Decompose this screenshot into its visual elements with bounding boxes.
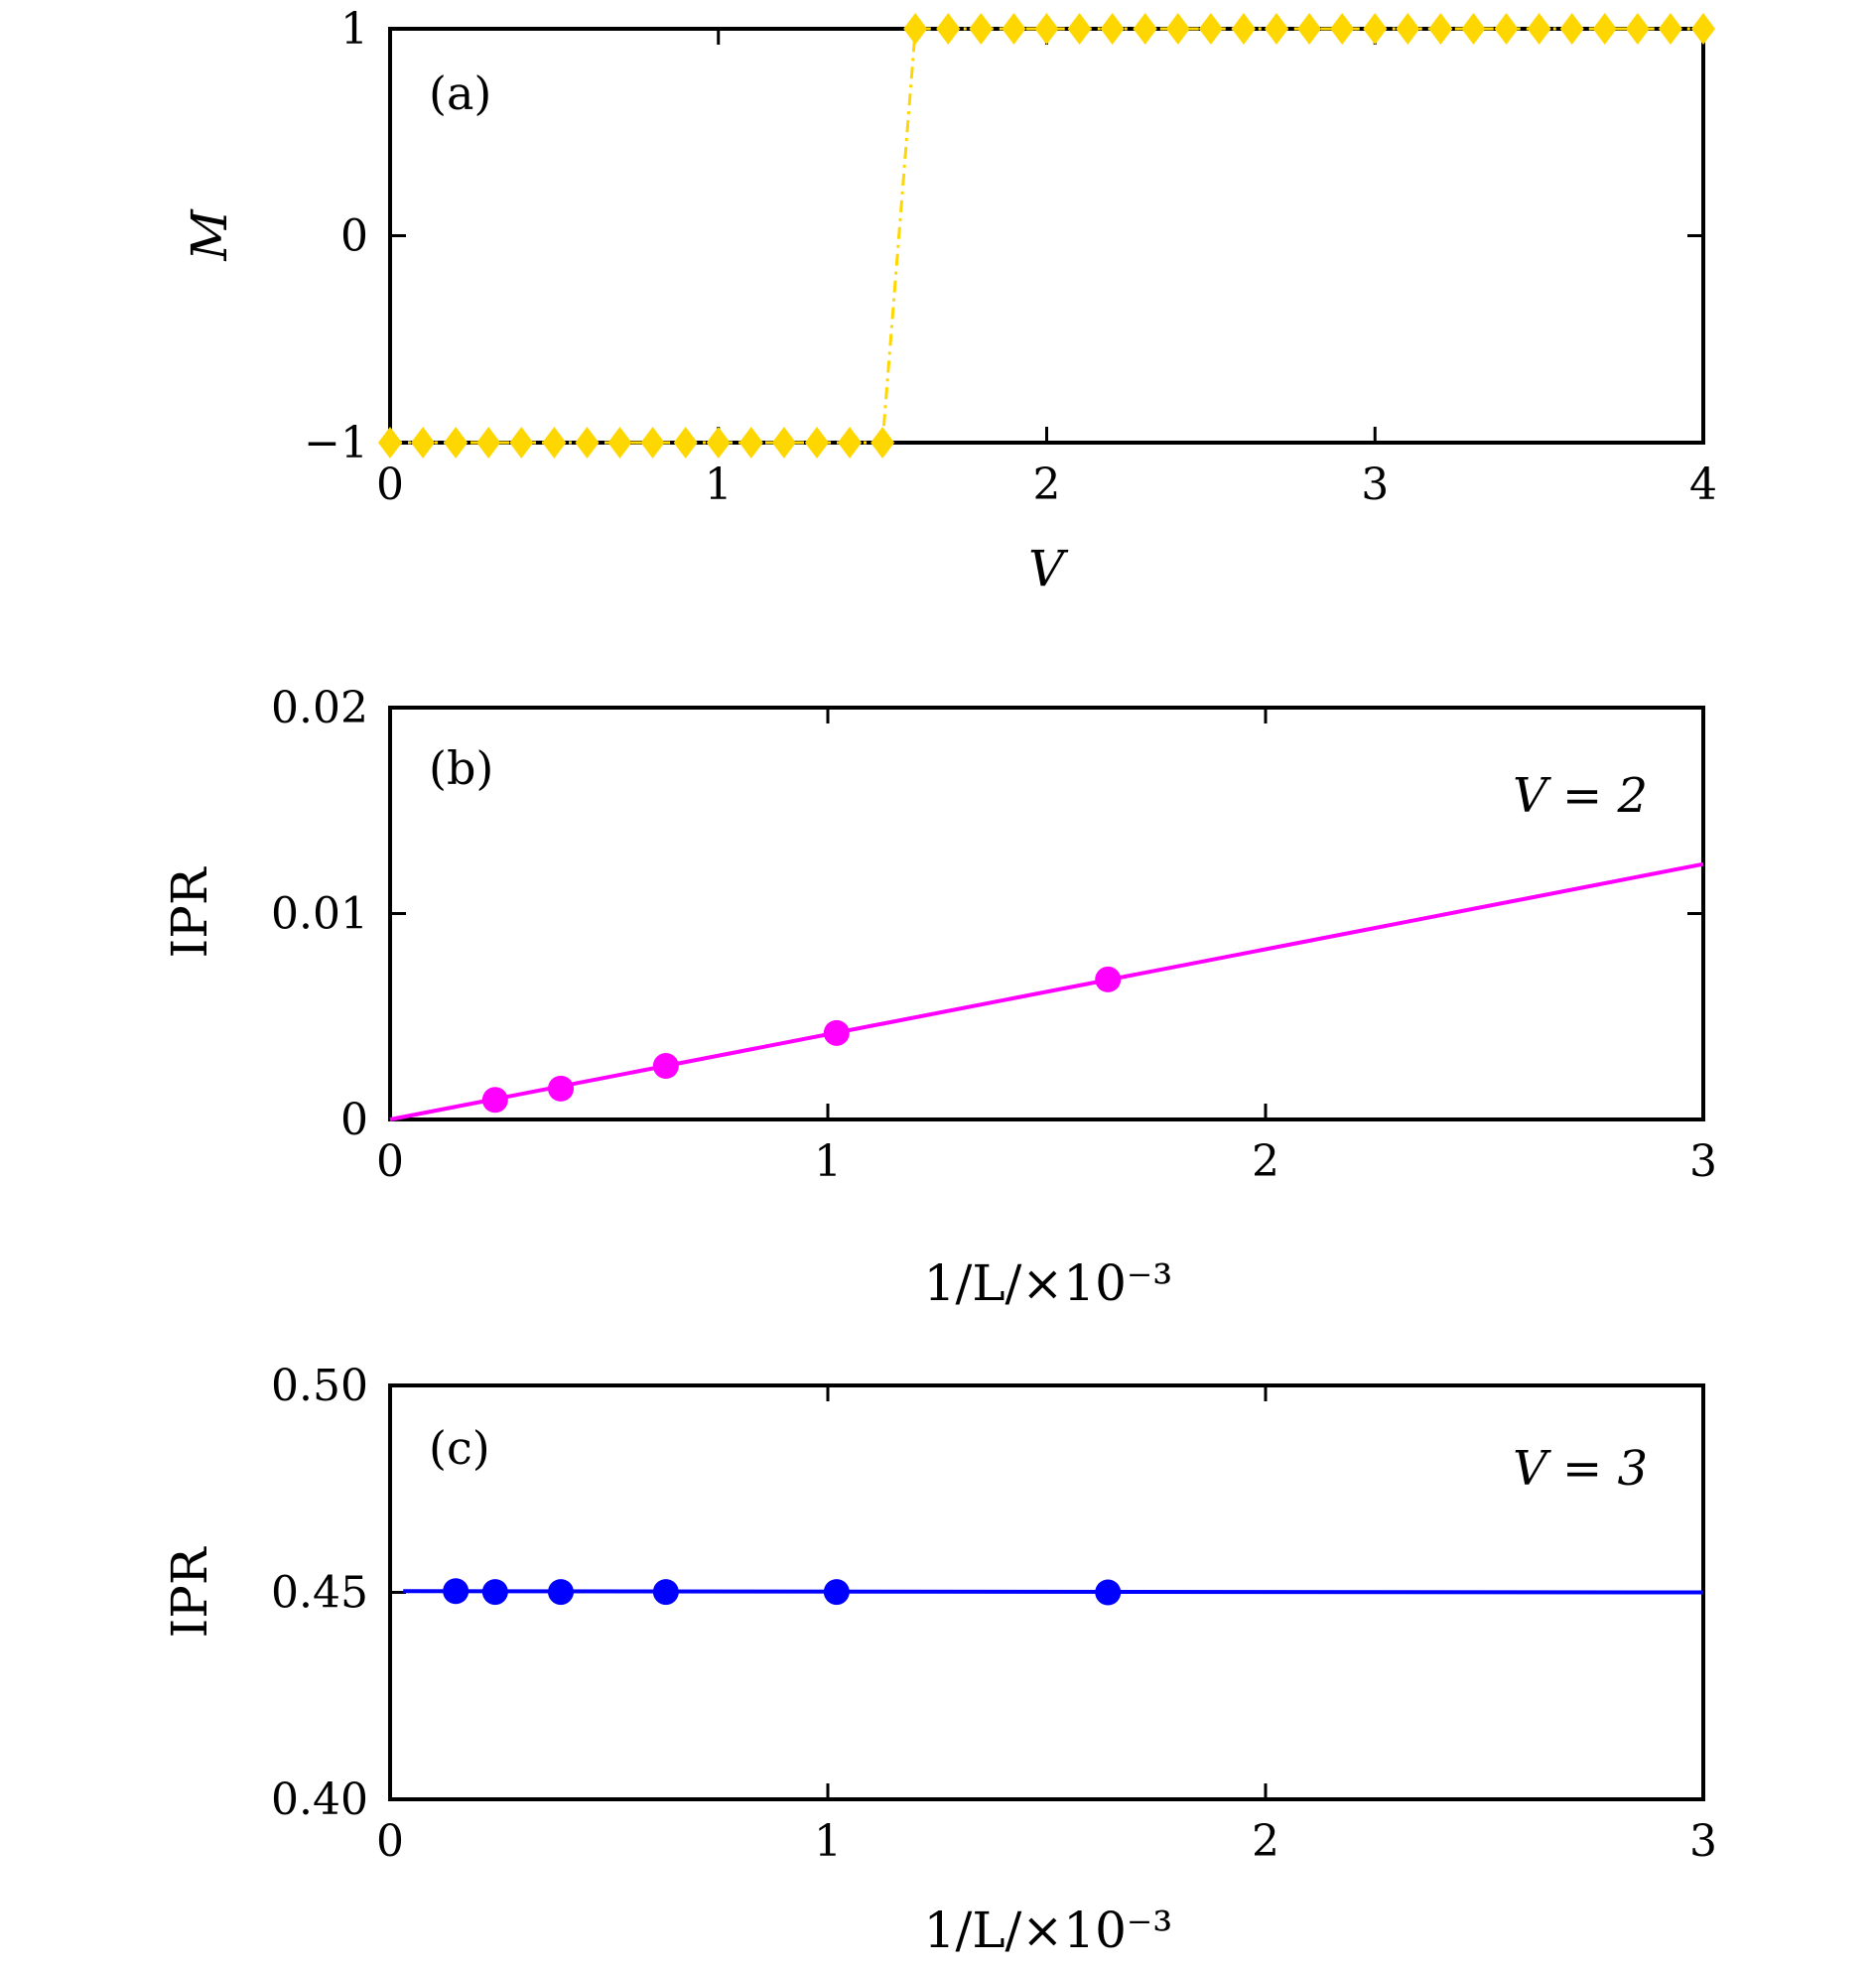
fit-line [403, 1589, 1704, 1595]
x-tick-label: 3 [1689, 1816, 1717, 1867]
data-point [1625, 13, 1650, 45]
x-tick-label: 0 [376, 1136, 404, 1187]
data-point [652, 1053, 679, 1080]
x-tick-label: 3 [1361, 460, 1389, 510]
data-point [871, 427, 895, 459]
data-point [378, 427, 402, 459]
x-tick-label: 0 [376, 460, 404, 510]
data-point [738, 427, 763, 459]
data-point [476, 427, 501, 459]
data-point [607, 427, 632, 459]
data-point [1095, 1579, 1122, 1606]
data-point [1363, 13, 1388, 45]
data-point [1691, 13, 1715, 45]
x-tick-label: 1 [814, 1136, 842, 1187]
data-point [823, 1019, 850, 1046]
panel-label: (a) [429, 66, 491, 120]
y-tick-label: 0 [340, 1095, 368, 1145]
y-tick-label: 0.50 [271, 1361, 368, 1411]
x-tick-label: 2 [1252, 1136, 1279, 1187]
y-axis-label: M [181, 208, 238, 262]
panel-label: (c) [429, 1421, 490, 1475]
x-axis-label: V [1028, 540, 1069, 597]
data-point [1100, 13, 1125, 45]
data-point [1265, 13, 1289, 45]
panel-b: 0 1 2 3 0 0.01 0.02 (b) V = 2 1/L/×10⁻³ IPR [161, 683, 1717, 1312]
data-point [673, 427, 698, 459]
panel-c: 0 1 2 3 0.40 0.45 0.50 (c) V = 3 1/L/×10⁻³ IPR [161, 1361, 1717, 1959]
data-point [509, 427, 534, 459]
data-point [652, 1579, 679, 1606]
data-point [640, 427, 665, 459]
x-axis-label: 1/L/×10⁻³ [924, 1902, 1173, 1959]
data-point [411, 427, 436, 459]
fit-line [389, 861, 1704, 1121]
x-tick-label: 1 [814, 1816, 842, 1867]
panel-label: (b) [429, 741, 493, 795]
data-point [771, 427, 796, 459]
data-point [1658, 13, 1682, 45]
data-point [1396, 13, 1420, 45]
panel-annotation: V = 3 [1513, 1441, 1648, 1497]
data-point [1297, 13, 1322, 45]
data-point [969, 13, 994, 45]
data-point [804, 427, 829, 459]
y-tick-label: 0 [340, 211, 368, 262]
y-tick-label: 1 [340, 4, 368, 55]
data-point [1165, 13, 1190, 45]
data-point [1461, 13, 1486, 45]
data-point [443, 1578, 469, 1605]
plot-frame [388, 706, 1705, 1121]
data-point [1231, 13, 1256, 45]
x-tick-label: 2 [1033, 460, 1061, 510]
y-tick-label: −1 [304, 418, 368, 468]
panel-a: 0 1 2 3 4−101(a)VM [181, 4, 1717, 597]
data-point [547, 1579, 574, 1606]
data-point [481, 1087, 508, 1114]
data-point [1198, 13, 1223, 45]
data-point [1067, 13, 1092, 45]
series-line [390, 27, 1703, 445]
data-point [706, 427, 731, 459]
x-tick-label: 2 [1252, 1816, 1279, 1867]
data-point [1133, 13, 1157, 45]
data-point [903, 13, 928, 45]
data-point [1559, 13, 1584, 45]
y-tick-label: 0.45 [271, 1568, 368, 1619]
data-point [481, 1579, 508, 1606]
data-point [575, 427, 600, 459]
x-tick-label: 1 [705, 460, 733, 510]
data-point [936, 13, 961, 45]
panel-annotation: V = 2 [1513, 768, 1648, 824]
y-tick-label: 0.02 [271, 683, 368, 733]
data-point [1095, 966, 1122, 992]
y-axis-label: IPR [161, 866, 218, 958]
data-point [1330, 13, 1355, 45]
data-point [1494, 13, 1519, 45]
data-point [542, 427, 567, 459]
data-point [1034, 13, 1059, 45]
data-point [444, 427, 469, 459]
data-point [547, 1075, 574, 1102]
data-point [1428, 13, 1453, 45]
y-tick-label: 0.40 [271, 1774, 368, 1825]
y-tick-label: 0.01 [271, 889, 368, 940]
x-tick-label: 3 [1689, 1136, 1717, 1187]
data-point [823, 1579, 850, 1606]
data-point [838, 427, 863, 459]
x-axis-label: 1/L/×10⁻³ [924, 1254, 1173, 1312]
plot-frame [388, 27, 1705, 445]
data-point [1527, 13, 1551, 45]
data-point [1002, 13, 1026, 45]
y-axis-label: IPR [161, 1546, 218, 1638]
data-point [1592, 13, 1617, 45]
x-tick-label: 4 [1689, 460, 1717, 510]
x-tick-label: 0 [376, 1816, 404, 1867]
